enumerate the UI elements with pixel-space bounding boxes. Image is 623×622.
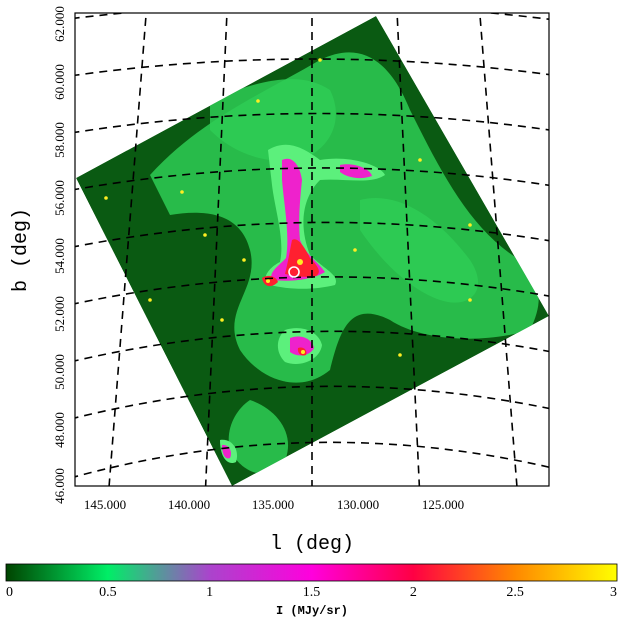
point-source [318,58,322,62]
coordinate-grid [75,0,612,500]
longitude-line [479,13,518,486]
latitude-line [75,167,549,191]
x-axis-label: l (deg) [270,533,354,556]
y-tick-label: 50.000 [52,354,67,390]
colorbar-tick-label: 0.5 [99,585,117,600]
filament-region [360,198,479,303]
latitude-line [75,221,549,248]
hot-spot [297,259,303,265]
longitude-line [396,13,421,486]
y-tick-label: 56.000 [52,180,67,216]
y-tick-label: 58.000 [52,122,67,158]
point-source [148,298,152,302]
latitude-line [75,385,549,419]
point-source [242,258,246,262]
latitude-line [75,58,549,77]
x-tick-label: 130.000 [337,497,379,512]
colorbar [5,563,618,582]
core-region [271,158,325,281]
y-tick-labels: 46.000 48.000 50.000 52.000 54.000 56.000 58.0… [52,6,67,504]
latitude-line [75,112,549,134]
core-region [340,164,372,179]
y-tick-label: 60.000 [52,64,67,100]
colorbar-ticks: 0 0.5 1 1.5 2 2.5 3 [6,585,617,600]
y-tick-label: 52.000 [52,296,67,332]
y-axis-label: b (deg) [10,208,33,292]
longitude-line [108,13,147,486]
y-tick-label: 46.000 [52,468,67,504]
y-tick-label: 54.000 [52,238,67,274]
hot-spot [301,350,305,354]
core-region [290,336,314,356]
x-tick-label: 140.000 [168,497,210,512]
x-tick-label: 145.000 [84,497,126,512]
x-tick-label: 125.000 [422,497,464,512]
point-sources [104,58,472,382]
map-area [75,0,612,500]
point-source [256,99,260,103]
latitude-line [75,330,549,362]
x-tick-label: 135.000 [252,497,294,512]
colorbar-tick-label: 1.5 [303,585,321,600]
longitude-line [558,0,612,500]
y-tick-label: 62.000 [52,6,67,42]
filament-region [210,79,336,161]
hot-spot [266,279,270,283]
point-source [353,248,357,252]
x-tick-labels: 145.000 140.000 135.000 130.000 125.000 [84,497,464,512]
colorbar-tick-label: 2.5 [506,585,524,600]
latitude-line [75,441,549,478]
target-marker [288,266,300,278]
intensity-map [76,16,549,486]
point-source [180,190,184,194]
colorbar-tick-label: 2 [410,585,417,600]
filament-region [228,400,289,474]
latitude-line [75,13,549,21]
y-tick-label: 48.000 [52,412,67,448]
colorbar-tick-label: 0 [6,585,13,600]
colorbar-tick-label: 1 [206,585,213,600]
point-source [220,318,224,322]
latitude-line [75,276,549,305]
colorbar-label: I (MJy/sr) [276,604,348,618]
plot-frame [74,12,550,487]
point-source [468,298,472,302]
point-source [418,158,422,162]
colorbar-tick-label: 3 [610,585,617,600]
point-source [468,223,472,227]
point-source [398,353,402,357]
longitude-line [204,13,228,486]
point-source [104,196,108,200]
point-source [203,233,207,237]
